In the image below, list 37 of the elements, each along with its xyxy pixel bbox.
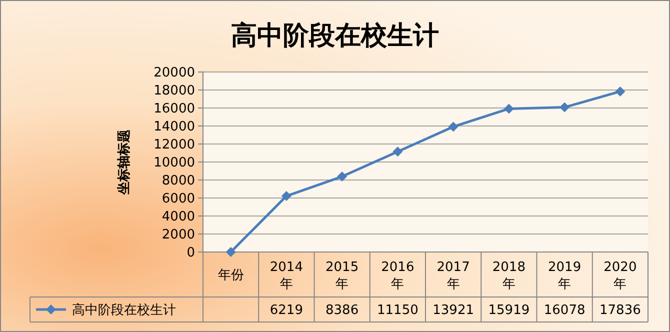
x-tick-label: 年份 — [218, 268, 244, 284]
y-tick-label: 16000 — [154, 102, 195, 117]
y-tick-label: 12000 — [154, 138, 195, 153]
point — [281, 191, 292, 202]
point — [615, 86, 626, 96]
data-label: 17836 — [600, 303, 641, 318]
y-tick-label: 4000 — [162, 210, 195, 225]
data-label: 13921 — [432, 303, 474, 318]
data-label: 11150 — [377, 303, 418, 318]
data-label: 16078 — [544, 303, 586, 318]
point — [504, 104, 514, 114]
y-tick-label: 14000 — [154, 120, 195, 135]
x-tick-label: 2016年 — [381, 260, 414, 292]
y-tick-label: 8000 — [162, 174, 195, 189]
data-label: 8386 — [326, 303, 359, 318]
x-tick-label: 2015年 — [326, 260, 359, 292]
y-tick-label: 2000 — [162, 228, 195, 243]
point — [560, 102, 570, 112]
y-tick-label: 18000 — [154, 84, 195, 99]
point — [337, 172, 348, 182]
legend-label: 高中阶段在校生计 — [72, 302, 176, 318]
x-tick-label: 2014年 — [270, 260, 303, 292]
data-label: 15919 — [488, 303, 530, 318]
x-tick-label: 2017年 — [436, 260, 470, 292]
point — [392, 146, 403, 157]
data-label: 6219 — [270, 303, 303, 318]
point — [226, 247, 236, 257]
y-axis-title: 坐标轴标题 — [116, 130, 132, 196]
x-tick-label: 2018年 — [492, 260, 526, 292]
y-tick-label: 6000 — [162, 192, 195, 207]
y-tick-label: 20000 — [154, 66, 195, 81]
x-tick-label: 2019年 — [548, 260, 582, 292]
point — [448, 122, 458, 132]
y-tick-label: 0 — [186, 246, 195, 261]
chart-title: 高中阶段在校生计 — [231, 21, 439, 51]
y-tick-label: 10000 — [154, 156, 195, 171]
x-tick-label: 2020年 — [604, 260, 637, 292]
